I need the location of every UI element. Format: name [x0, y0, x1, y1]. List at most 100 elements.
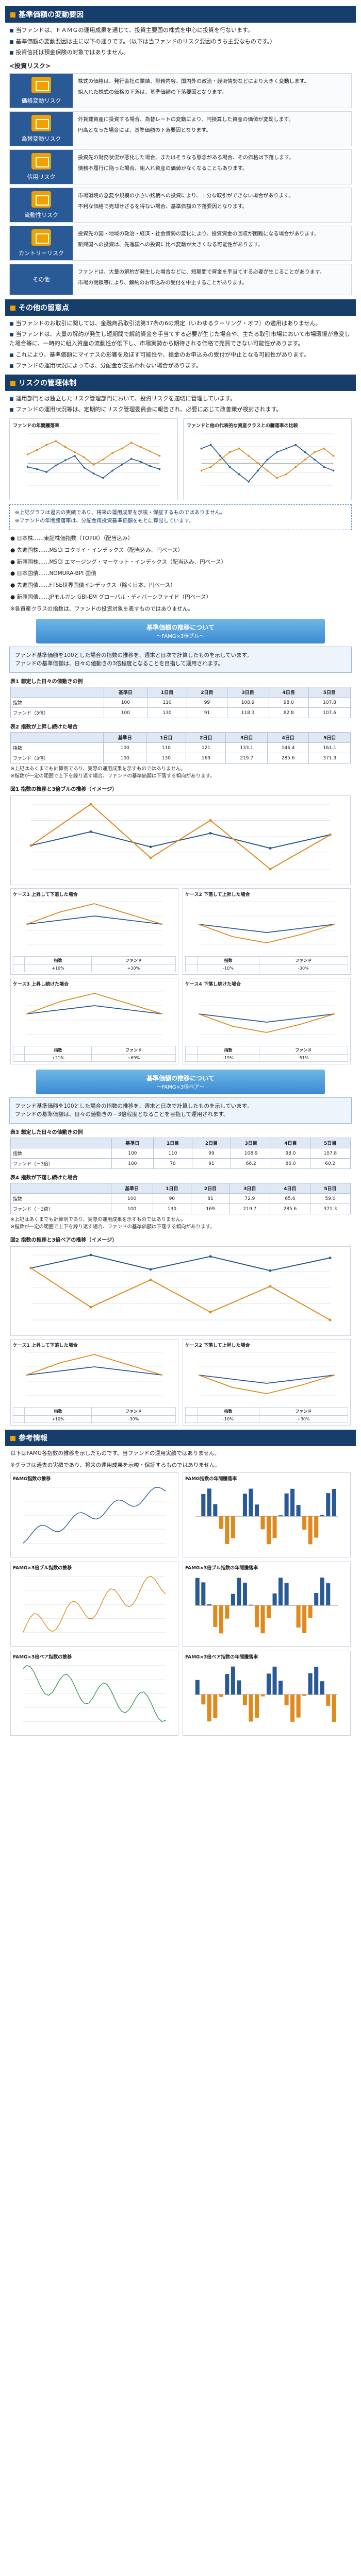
data-point — [89, 803, 92, 806]
bar — [201, 1694, 206, 1705]
data-point — [304, 451, 306, 453]
ref-card: FAMG×3倍ブル指数の年間騰落率 — [183, 1562, 351, 1647]
data-point — [248, 454, 250, 457]
td: 指数 — [10, 1148, 112, 1159]
data-point — [209, 832, 212, 835]
td — [12, 1415, 25, 1423]
td: 81 — [191, 1193, 230, 1205]
th — [12, 956, 25, 965]
index-item: ● 日本株……東証株価指数（TOPIX）（配当込み） — [10, 535, 134, 541]
table-header-row: 基準日 1日目 2日目 3日目 4日目 5日目 — [10, 732, 351, 743]
bear-wide-chart — [10, 1246, 351, 1336]
bar — [326, 1583, 331, 1606]
header-mark-icon — [10, 12, 15, 18]
bar — [278, 1578, 283, 1606]
section-header-variation: 基準価額の変動要因 — [5, 6, 356, 23]
data-point — [228, 451, 231, 453]
data-point — [29, 1266, 32, 1269]
index-line — [26, 915, 163, 925]
bar — [195, 1578, 200, 1606]
td: 100 — [111, 1148, 154, 1159]
case-row: +10% +30% — [12, 964, 176, 972]
bull-cases-row-1: ケース1 上昇して下落した場合 指数 ファンド +10% +30% ケース2 下落して… — [10, 888, 351, 975]
bull-cases-row-2: ケース3 上昇し続けた場合 指数 ファンド +21% +69% ケース4 下落し続けた… — [10, 977, 351, 1064]
td: 130 — [152, 1204, 192, 1215]
note-line: ※指数が一定の範囲で上下を繰り返す場合、ファンドの基準価額は下落する傾向がありま… — [10, 1224, 215, 1230]
series-line — [30, 831, 331, 849]
bull-intro: ファンド基準価額を100とした場合の指数の推移を、週末と日次で計算したものを示し… — [9, 646, 352, 673]
data-point — [269, 1269, 272, 1272]
th: 5日目 — [308, 732, 351, 743]
table-row: ファンド（3倍） 100 130 91 118.3 82.8 107.6 — [10, 707, 351, 719]
bar — [284, 1694, 289, 1706]
th: 3日目 — [229, 1183, 270, 1194]
table-caption: 表2 指数が上昇し続けた場合 — [10, 724, 78, 731]
note-line: ※上記はあくまでも計算例であり、実際の運用成果を示すものではありません。 — [10, 1217, 186, 1223]
table-row: 指数 100 90 81 72.9 65.6 59.0 — [10, 1193, 351, 1205]
data-point — [158, 454, 161, 457]
data-point — [26, 466, 29, 468]
section-title: 参考情報 — [19, 1434, 47, 1443]
risk-subhead: <投資リスク> — [9, 62, 51, 70]
banner-subtitle: ～FAMG×3倍ベア～ — [156, 1084, 205, 1090]
case-title: ケース3 上昇し続けた場合 — [13, 981, 69, 987]
data-point — [149, 465, 152, 467]
variation-bullets: 当ファンドは、ＦＡＭＧの運用成果を通じて、投資主要国の株式を中心に投資を行ないま… — [5, 26, 356, 57]
data-point — [149, 450, 152, 453]
risk-factor-row: 為替変動リスク 外貨建資産に投資する場合、為替レートの変動により、円換算した資産… — [9, 111, 352, 146]
section-header-reference: 参考情報 — [5, 1429, 356, 1446]
td — [185, 1054, 198, 1062]
bear-cases-row: ケース1 上昇して下落した場合 指数 ファンド +10% -30% ケース2 下落して… — [10, 1338, 351, 1426]
data-point — [209, 466, 212, 468]
bar — [260, 1694, 265, 1697]
index-item: ● 日本国債……NOMURA-BPI 国債 — [10, 570, 96, 577]
td: 100 — [110, 1193, 153, 1205]
td: 指数 — [10, 1193, 111, 1205]
table-caption: 表3 想定した日々の値動きの例 — [10, 1130, 83, 1136]
reference-paras: 以下はFAMG各指数の推移を示したものです。当ファンドの運用実績ではありません。… — [5, 1449, 356, 1470]
factor-para: 市場の閉鎖等により、解約のお申込みの受付を中止することがあります。 — [78, 280, 248, 286]
bear-notes: ※上記はあくまでも計算例であり、実際の運用成果を示すものではありません。 ※指数… — [5, 1216, 356, 1231]
bar — [290, 1694, 295, 1722]
bar — [296, 1605, 301, 1628]
risk-mgmt-bullets: 運用部門とは独立したリスク管理部門において、投資リスクを適切に管理しています。 … — [5, 394, 356, 414]
credit-icon — [31, 152, 51, 170]
ref-title: FAMG指数の年間騰落率 — [185, 1477, 237, 1482]
th: 3日目 — [226, 687, 269, 698]
data-point — [121, 447, 123, 450]
chart-annual-return: ファンドの年間騰落率 — [9, 418, 178, 500]
ref-card: FAMG指数の年間騰落率 — [183, 1472, 351, 1558]
td: 91 — [191, 1158, 232, 1170]
data-point — [140, 446, 142, 448]
case-chart — [198, 991, 335, 1035]
th: 3日目 — [231, 1138, 272, 1149]
bar — [225, 1605, 229, 1619]
case-header-row: 指数 ファンド — [185, 1045, 349, 1055]
index-list: ● 日本株……東証株価指数（TOPIX）（配当込み） ● 先進国株……MSCI … — [5, 534, 356, 614]
th: 1日目 — [146, 732, 187, 743]
th: 指数 — [197, 956, 259, 965]
data-point — [89, 1253, 92, 1257]
table-header-row: 基準日 1日目 2日目 3日目 4日目 5日目 — [10, 1183, 351, 1194]
td: 91 — [187, 707, 227, 719]
td: -19% — [197, 1054, 259, 1062]
th: ファンド — [258, 1406, 349, 1416]
th: 3日目 — [225, 732, 268, 743]
data-point — [329, 1318, 332, 1321]
case-header-row: 指数 ファンド — [12, 956, 176, 965]
td — [185, 964, 198, 972]
data-point — [323, 447, 325, 450]
risk-factor-label: 価格変動リスク — [10, 73, 73, 108]
bar — [272, 1516, 277, 1538]
data-point — [228, 466, 231, 468]
bull-case: ケース2 下落して上昇した場合 指数 ファンド -10% -30% — [183, 888, 351, 975]
bar — [332, 1489, 336, 1517]
td: 107.8 — [308, 697, 351, 708]
bar — [267, 1605, 271, 1619]
ref-card: FAMG×3倍ベア指数の推移 — [10, 1651, 178, 1736]
data-point — [238, 473, 240, 476]
currency-icon — [31, 114, 51, 131]
data-point — [332, 454, 335, 457]
data-point — [130, 442, 133, 444]
case-title: ケース4 下落し続けた場合 — [185, 981, 241, 987]
